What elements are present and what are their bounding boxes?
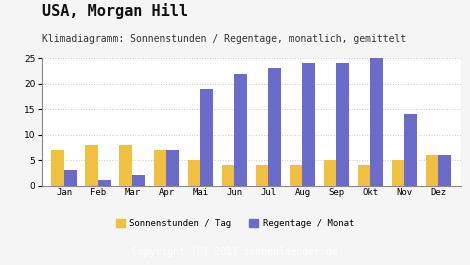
Bar bbox=[405, 114, 417, 186]
Bar bbox=[290, 165, 303, 186]
Bar bbox=[52, 150, 64, 186]
Bar bbox=[98, 180, 111, 185]
Bar bbox=[370, 58, 384, 186]
Bar bbox=[221, 165, 235, 186]
Bar bbox=[188, 160, 200, 186]
Bar bbox=[425, 155, 439, 185]
Text: USA, Morgan Hill: USA, Morgan Hill bbox=[42, 3, 188, 19]
Bar bbox=[119, 145, 133, 185]
Bar bbox=[392, 160, 405, 186]
Bar bbox=[200, 89, 213, 186]
Bar bbox=[86, 145, 98, 185]
Bar bbox=[235, 74, 247, 186]
Text: Copyright (C) 2011 sonnenlaender.de: Copyright (C) 2011 sonnenlaender.de bbox=[132, 247, 338, 257]
Bar bbox=[133, 175, 145, 186]
Bar bbox=[358, 165, 370, 186]
Bar bbox=[64, 170, 78, 185]
Bar bbox=[268, 68, 282, 186]
Text: Klimadiagramm: Sonnenstunden / Regentage, monatlich, gemittelt: Klimadiagramm: Sonnenstunden / Regentage… bbox=[42, 34, 407, 45]
Bar bbox=[166, 150, 180, 186]
Bar bbox=[256, 165, 268, 186]
Bar bbox=[154, 150, 166, 186]
Bar bbox=[323, 160, 337, 186]
Bar bbox=[337, 63, 349, 186]
Legend: Sonnenstunden / Tag, Regentage / Monat: Sonnenstunden / Tag, Regentage / Monat bbox=[114, 217, 356, 230]
Bar bbox=[303, 63, 315, 186]
Bar bbox=[439, 155, 451, 185]
